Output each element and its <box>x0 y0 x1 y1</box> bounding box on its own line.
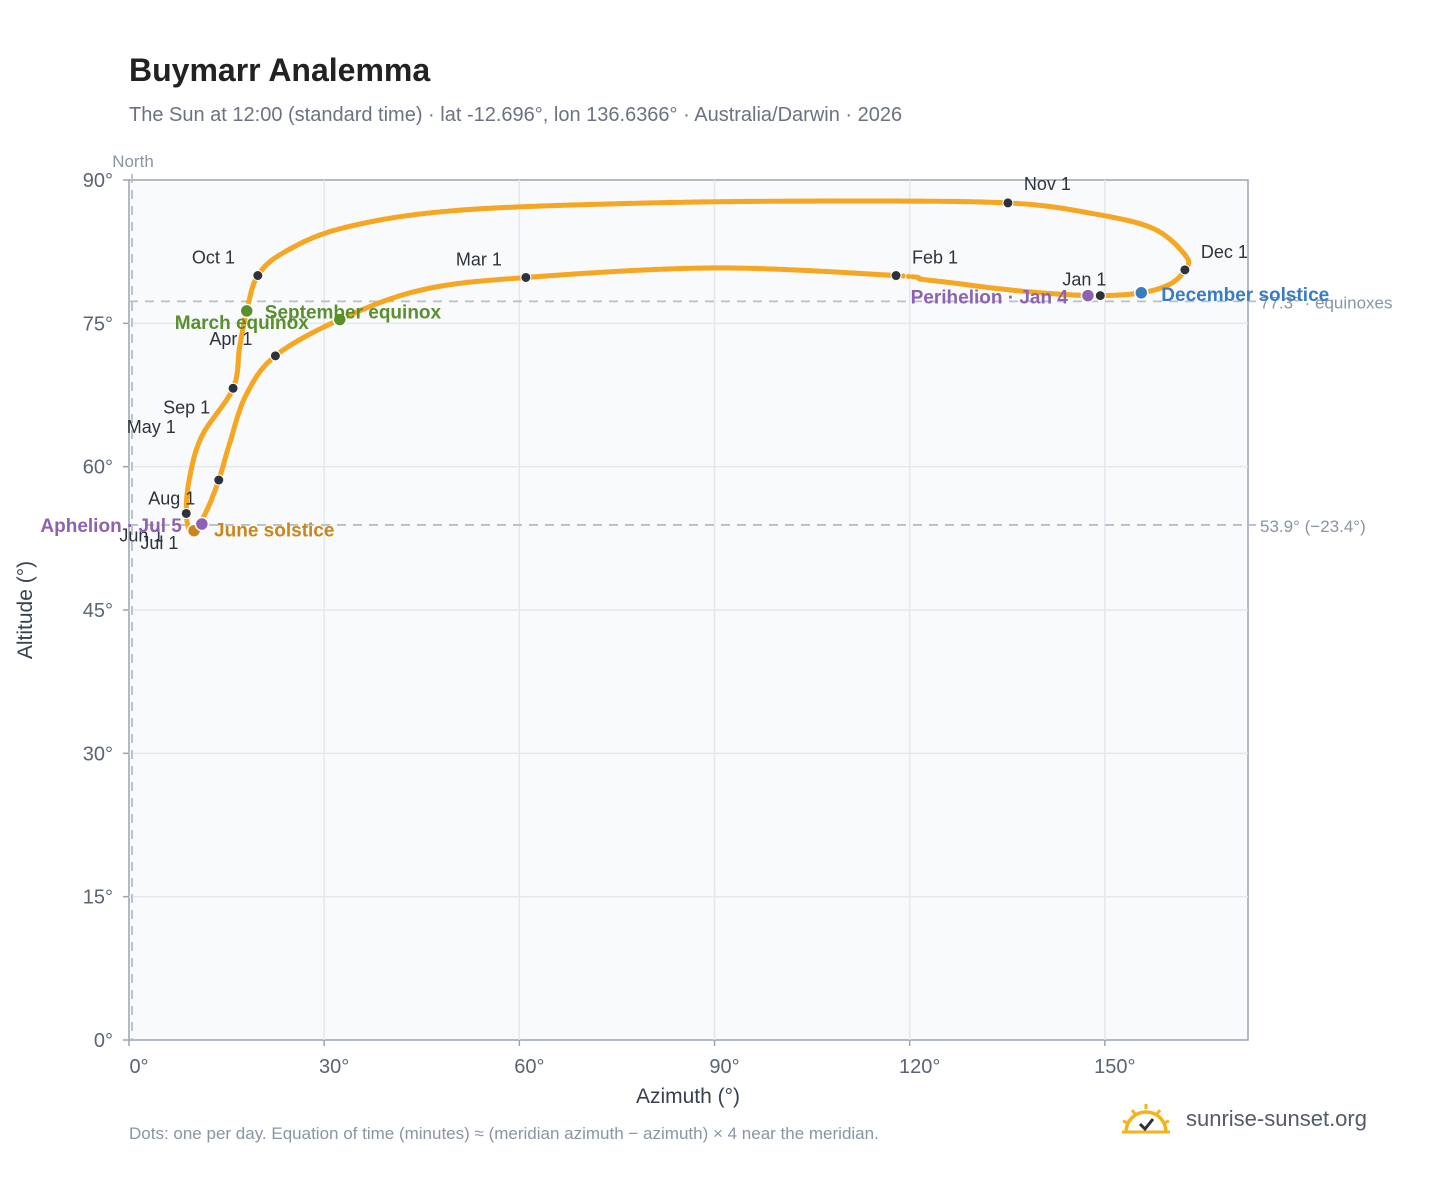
path-dot <box>906 273 912 279</box>
event-marker <box>194 516 210 532</box>
reference-line-label: 77.3° · equinoxes <box>1260 293 1393 312</box>
month-label: Jan 1 <box>1062 270 1106 290</box>
month-marker <box>1002 197 1014 209</box>
month-label: May 1 <box>127 417 176 437</box>
event-marker <box>239 303 255 319</box>
x-tick-label: 30° <box>319 1056 349 1078</box>
sun-logo-icon <box>1122 1104 1170 1134</box>
meridian-label: North <box>112 152 154 171</box>
brand-name: sunrise-sunset.org <box>1186 1106 1367 1131</box>
reference-lines: 77.3° · equinoxes 53.9° (−23.4°) <box>129 174 1393 1040</box>
y-axis-label: Altitude (°) <box>14 561 37 659</box>
month-marker <box>180 507 192 519</box>
event-label: Aphelion · Jul 5 <box>40 516 182 537</box>
month-label: Sep 1 <box>163 397 210 417</box>
month-label: Feb 1 <box>912 248 958 268</box>
month-label: Nov 1 <box>1024 174 1071 194</box>
reference-line-label: 53.9° (−23.4°) <box>1260 517 1366 536</box>
footnote: Dots: one per day. Equation of time (min… <box>129 1124 879 1143</box>
event-marker <box>1134 285 1149 301</box>
x-tick-label: 90° <box>709 1056 739 1078</box>
grid <box>129 180 1248 1040</box>
y-tick-label: 30° <box>83 743 113 765</box>
event-label: December solstice <box>1161 285 1329 306</box>
month-label: Jul 1 <box>140 533 178 553</box>
x-tick-label: 0° <box>129 1056 148 1078</box>
event-marker <box>1080 288 1096 303</box>
month-marker <box>1179 264 1191 276</box>
month-marker <box>1094 290 1106 302</box>
axes: 0° 30° 60° 90° 120° 150° 0° 15° 30° 45° 60° 75° 90° <box>83 170 1136 1078</box>
event-marker <box>332 312 348 327</box>
x-axis-label: Azimuth (°) <box>636 1085 740 1108</box>
y-tick-label: 15° <box>83 887 113 909</box>
x-tick-label: 150° <box>1094 1056 1135 1078</box>
month-label: Dec 1 <box>1201 242 1248 262</box>
chart-title: Buymarr Analemma <box>129 52 431 88</box>
y-tick-label: 0° <box>94 1030 113 1052</box>
x-tick-label: 60° <box>514 1056 544 1078</box>
y-tick-label: 75° <box>83 313 113 335</box>
event-label: June solstice <box>214 521 334 542</box>
event-label: Perihelion · Jan 4 <box>911 288 1069 309</box>
brand[interactable]: sunrise-sunset.org <box>1120 1102 1367 1136</box>
y-tick-label: 60° <box>83 457 113 479</box>
x-tick-label: 120° <box>899 1056 940 1078</box>
event-label: March equinox <box>175 313 310 334</box>
chart-subtitle: The Sun at 12:00 (standard time) · lat -… <box>129 104 903 126</box>
month-marker <box>269 350 281 362</box>
analemma-path <box>183 198 1192 537</box>
path-dot <box>910 274 916 280</box>
month-marker <box>252 270 264 282</box>
y-tick-label: 90° <box>83 170 113 192</box>
path-dot <box>900 273 906 279</box>
month-marker <box>890 270 902 282</box>
month-label: Jun 1 <box>119 526 163 546</box>
month-marker <box>213 474 225 486</box>
month-marker <box>227 382 239 394</box>
y-tick-label: 45° <box>83 600 113 622</box>
month-marker <box>520 271 532 283</box>
month-label: Apr 1 <box>209 329 252 349</box>
month-label: Aug 1 <box>148 488 195 508</box>
event-label: September equinox <box>265 303 442 324</box>
month-label: Oct 1 <box>192 248 235 268</box>
month-label: Mar 1 <box>456 249 502 269</box>
